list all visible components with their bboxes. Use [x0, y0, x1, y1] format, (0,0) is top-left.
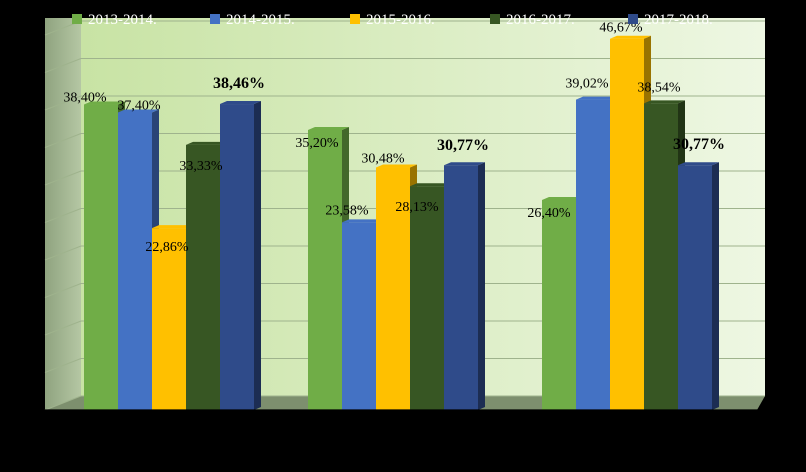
data-label: 33,33% — [179, 159, 223, 174]
bar-top — [644, 100, 685, 104]
data-label: 39,02% — [565, 77, 609, 92]
data-label: 30,77% — [437, 137, 489, 154]
bar-top — [186, 141, 227, 145]
bar-top — [376, 164, 417, 168]
gridline-side — [44, 133, 82, 148]
gridline-side — [44, 358, 82, 373]
bar-top — [342, 219, 383, 223]
gridline-side — [44, 170, 82, 186]
bar-front — [342, 222, 376, 410]
bar-top — [610, 35, 651, 39]
bar-front — [576, 99, 610, 410]
data-label: 38,54% — [637, 80, 681, 95]
data-label: 30,48% — [361, 152, 405, 167]
bar-front — [376, 167, 410, 410]
bar-front — [644, 103, 678, 411]
legend-swatch — [210, 14, 220, 24]
bar-front — [118, 112, 152, 410]
bar-top — [678, 162, 719, 166]
bar-top — [118, 109, 159, 113]
bar-front — [84, 104, 118, 410]
gridline-side — [44, 95, 82, 111]
bar-1-5 — [220, 101, 261, 411]
bar-front — [308, 129, 342, 410]
x-tick-label: Gimnázium — [123, 435, 208, 455]
x-tick-label: Szakgimnázium — [339, 435, 455, 455]
bar-top — [152, 225, 193, 229]
data-label: 30,77% — [673, 136, 725, 153]
bar-front — [542, 199, 576, 410]
legend-swatch — [350, 14, 360, 24]
legend-label: 2017-2018. — [644, 12, 713, 28]
bar-3-5 — [678, 162, 719, 410]
legend-label: 2016-2017. — [506, 12, 575, 28]
bar-front — [152, 228, 186, 410]
legend-label: 2013-2014. — [88, 12, 157, 28]
data-label: 23,58% — [325, 203, 369, 218]
legend-label: 2015-2016. — [366, 12, 435, 28]
data-label: 38,40% — [63, 91, 107, 106]
bar-front — [220, 104, 254, 411]
data-labels: 38,40% 37,40% 22,86% 33,33% 38,46% 35,20% 23,5… — [63, 21, 725, 255]
legend-item: 2015-2016. — [350, 12, 435, 28]
bar-front — [678, 165, 712, 410]
data-label: 35,20% — [295, 136, 339, 151]
data-label: 37,40% — [117, 98, 161, 113]
bar-front — [186, 144, 220, 410]
bar-top — [444, 162, 485, 166]
data-label: 28,13% — [395, 200, 439, 215]
legend-swatch — [628, 14, 638, 24]
bar-top — [308, 126, 349, 130]
gridline-side — [44, 245, 82, 261]
gridline-side — [44, 283, 82, 298]
x-tick-label: Szakközépiskola — [574, 435, 695, 455]
legend-item: 2016-2017. — [490, 12, 575, 28]
gridline-side — [44, 208, 82, 223]
bar-side — [254, 101, 261, 411]
bar-top — [84, 101, 125, 105]
bar-2-5 — [444, 162, 485, 410]
bar-front — [444, 165, 478, 410]
bar-front — [410, 186, 444, 410]
data-label: 26,40% — [527, 206, 571, 221]
bars — [84, 35, 719, 411]
gridline-side — [44, 58, 82, 73]
bar-front — [610, 38, 644, 411]
data-label: 38,46% — [213, 75, 265, 92]
legend-swatch — [490, 14, 500, 24]
legend-swatch — [72, 14, 82, 24]
legend-item: 2013-2014. — [72, 12, 157, 28]
side-wall — [45, 18, 81, 410]
data-label: 22,86% — [145, 240, 189, 255]
bar-top — [542, 196, 583, 200]
bar-top — [576, 96, 617, 100]
x-axis: Gimnázium Szakgimnázium Szakközépiskola — [44, 409, 766, 455]
bar-side — [712, 162, 719, 410]
legend: 2013-2014. 2014-2015. 2015-2016. 2016-2017.… — [72, 12, 713, 28]
legend-item: 2014-2015. — [210, 12, 295, 28]
legend-item: 2017-2018. — [628, 12, 713, 28]
bar-side — [478, 162, 485, 410]
legend-label: 2014-2015. — [226, 12, 295, 28]
bar-top — [410, 183, 451, 187]
gridline-side — [44, 395, 82, 411]
data-label: 46,67% — [599, 21, 643, 36]
bar-top — [220, 101, 261, 105]
gridline-side — [44, 320, 82, 336]
